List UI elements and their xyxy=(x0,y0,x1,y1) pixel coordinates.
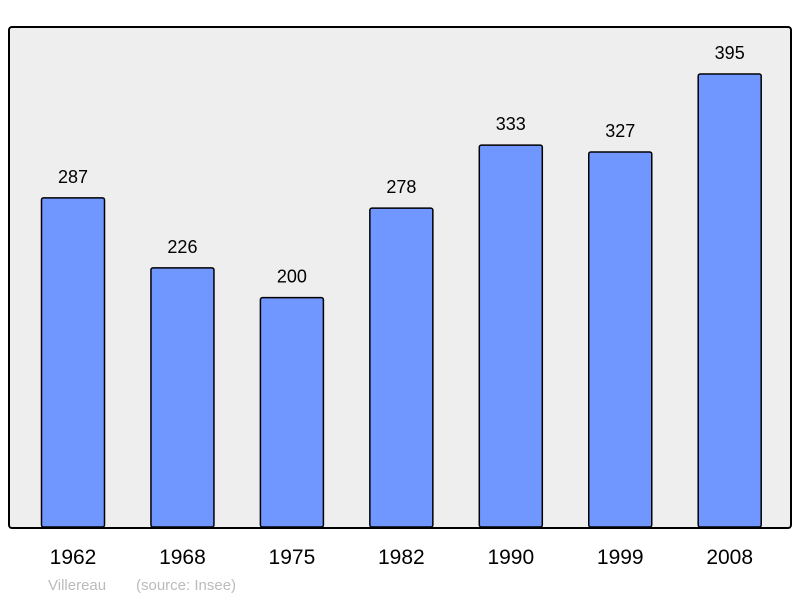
bar-1962 xyxy=(40,197,106,528)
data-label: 278 xyxy=(386,177,416,197)
x-tick-label: 1968 xyxy=(159,546,206,569)
data-label: 333 xyxy=(496,114,526,134)
footer-place: Villereau xyxy=(48,577,106,594)
x-tick-label: 2008 xyxy=(706,546,753,569)
data-label: 226 xyxy=(167,237,197,257)
x-tick-label: 1982 xyxy=(378,546,425,569)
x-tick-label: 1975 xyxy=(269,546,316,569)
bar-1982 xyxy=(369,207,434,528)
data-label: 395 xyxy=(715,43,745,63)
bar-1999 xyxy=(588,151,653,528)
bar-1975 xyxy=(259,296,325,528)
x-tick-label: 1962 xyxy=(50,546,97,569)
bar-2008 xyxy=(697,73,762,528)
x-tick-label: 1990 xyxy=(487,546,534,569)
bar-1968 xyxy=(150,267,215,528)
bar-1990 xyxy=(478,144,544,528)
data-label: 200 xyxy=(277,267,307,287)
x-tick-label: 1999 xyxy=(597,546,644,569)
data-label: 287 xyxy=(58,167,88,187)
footer-source: (source: Insee) xyxy=(136,577,236,594)
data-label: 327 xyxy=(605,121,635,141)
